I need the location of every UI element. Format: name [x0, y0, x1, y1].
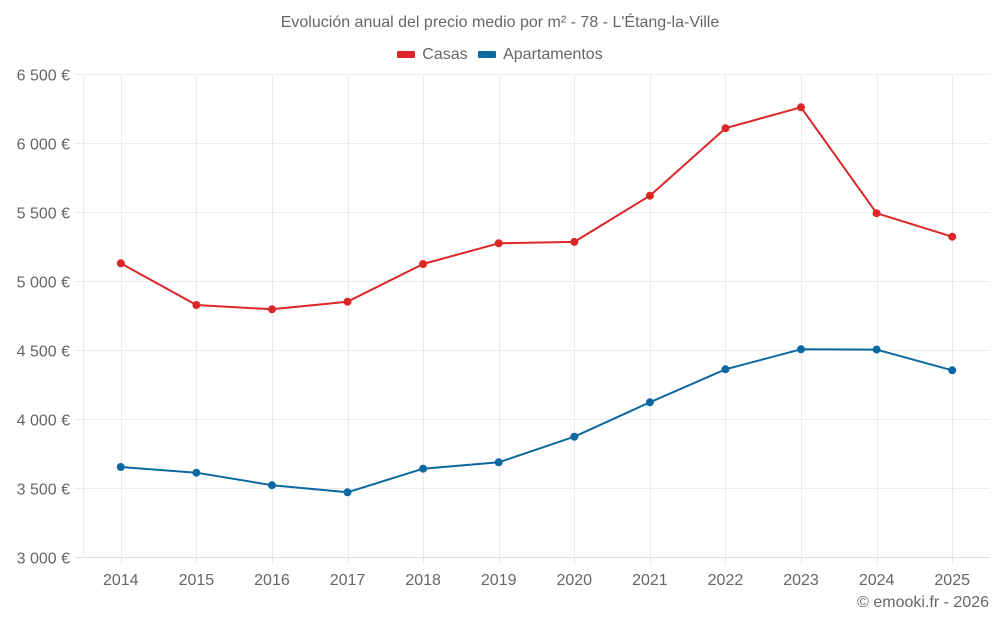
legend-swatch-apartamentos: [478, 51, 497, 58]
data-point-casas: Casas 2018: 5123: [419, 260, 428, 268]
x-tick-label: 2017: [330, 572, 366, 589]
legend-label-casas: Casas: [422, 45, 468, 63]
data-point-casas: Casas 2025: 5321: [948, 232, 957, 241]
x-tick-label: 2015: [179, 572, 215, 589]
data-point-casas: Casas 2016: 4795: [268, 305, 276, 314]
data-point-apartamentos: Apartamentos 2024: 4503: [872, 345, 881, 354]
data-point-apartamentos: Apartamentos 2017: 3469: [343, 488, 352, 497]
y-tick-label: 6 500 €: [17, 68, 70, 85]
data-point-casas: Casas 2019: 5273: [494, 239, 503, 248]
data-point-apartamentos: Apartamentos 2021: 4121: [645, 398, 654, 407]
y-tick-label: 6 000 €: [17, 137, 70, 154]
chart-title: Evolución anual del precio medio por m² …: [280, 14, 720, 31]
x-tick-label: 2016: [254, 572, 290, 589]
y-tick-label: 3 500 €: [17, 482, 70, 499]
x-tick-label: 2021: [632, 572, 668, 589]
data-point-casas: Casas 2020: 5283: [570, 237, 579, 246]
data-point-casas: Casas 2022: 6107: [721, 124, 730, 133]
grid: [75, 74, 990, 565]
data-point-apartamentos: Apartamentos 2019: 3686: [494, 458, 503, 467]
data-point-apartamentos: Apartamentos 2015: 3611: [192, 468, 201, 477]
legend-swatch-casas: [397, 51, 416, 58]
legend-item-apartamentos[interactable]: Apartamentos: [478, 46, 603, 64]
data-point-casas: Casas 2014: 5128: [116, 259, 125, 268]
legend: Casas Apartamentos: [0, 45, 1000, 64]
data-point-apartamentos: Apartamentos 2020: 3872: [570, 432, 579, 441]
data-point-casas: Casas 2015: 4826: [192, 301, 201, 309]
data-point-casas: Casas 2023: 6259: [797, 103, 805, 112]
series-line-apartamentos: [120, 348, 953, 494]
series-layer: Casas 2014: 5128 Casas 2015: 4826 Casas 20…: [116, 103, 957, 497]
x-tick-label: 2020: [556, 572, 592, 589]
y-tick-label: 3 000 €: [17, 551, 70, 568]
data-point-apartamentos: Apartamentos 2022: 4360: [721, 365, 730, 374]
x-tick-label: 2025: [934, 572, 970, 589]
data-point-apartamentos: Apartamentos 2025: 4353: [948, 366, 957, 375]
footer-credit: © emooki.fr - 2026: [857, 594, 989, 611]
y-tick-label: 4 500 €: [17, 344, 70, 361]
x-tick-label: 2023: [783, 572, 819, 589]
data-point-casas: Casas 2024: 5491: [872, 209, 881, 218]
y-tick-label: 5 500 €: [17, 206, 70, 223]
x-tick-label: 2014: [103, 572, 139, 589]
series-line-casas: [120, 106, 953, 311]
legend-label-apartamentos: Apartamentos: [503, 45, 603, 63]
y-tick-label: 5 000 €: [17, 275, 70, 292]
x-tick-label: 2018: [405, 572, 441, 589]
data-point-apartamentos: Apartamentos 2014: 3652: [116, 463, 125, 471]
x-tick-label: 2019: [481, 572, 517, 589]
y-tick-label: 4 000 €: [17, 413, 70, 430]
x-tick-label: 2024: [859, 572, 895, 589]
data-point-apartamentos: Apartamentos 2018: 3640: [419, 464, 428, 473]
legend-item-casas[interactable]: Casas: [397, 45, 468, 64]
data-point-casas: Casas 2021: 5618: [645, 191, 654, 200]
data-point-casas: Casas 2017: 4850: [343, 297, 352, 306]
x-tick-label: 2022: [708, 572, 744, 589]
data-point-apartamentos: Apartamentos 2023: 4505: [797, 345, 805, 354]
axes: 3 000 € 3 500 € 4 000 € 4 500 € 5 000 € 5 500…: [17, 68, 970, 590]
data-point-apartamentos: Apartamentos 2016: 3520: [268, 481, 276, 490]
